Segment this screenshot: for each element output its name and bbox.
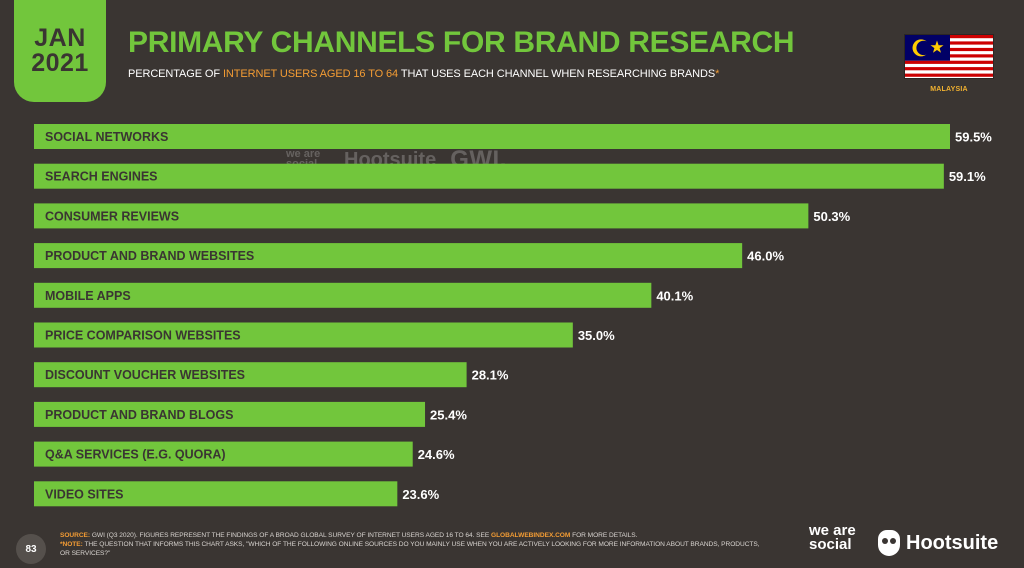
value-label-4: 40.1% [656, 288, 693, 303]
bar-5 [34, 322, 573, 348]
subtitle-pre: PERCENTAGE OF [128, 68, 223, 80]
source-line: SOURCE: GWI (Q3 2020). FIGURES REPRESENT… [60, 531, 760, 540]
value-label-1: 59.1% [949, 169, 986, 184]
we-are-social-logo-text: we are social [809, 522, 856, 553]
bar-0 [34, 124, 950, 149]
value-label-9: 23.6% [402, 487, 439, 502]
source-tag: SOURCE: [60, 532, 91, 539]
date-badge: JAN 2021 [14, 0, 106, 102]
hootsuite-logo-text: Hootsuite [906, 531, 999, 554]
country-label: MALAYSIA [930, 86, 968, 93]
category-label-7: PRODUCT AND BRAND BLOGS [45, 408, 233, 422]
source-link[interactable]: GLOBALWEBINDEX.COM [490, 532, 571, 539]
bar-3 [34, 243, 743, 269]
bar-1 [34, 163, 944, 189]
category-label-1: SEARCH ENGINES [45, 170, 158, 184]
note-text: THE QUESTION THAT INFORMS THIS CHART ASK… [60, 541, 760, 558]
source-tail: FOR MORE DETAILS. [570, 532, 638, 539]
owl-icon [878, 530, 900, 556]
page-title: PRIMARY CHANNELS FOR BRAND RESEARCH [128, 26, 795, 59]
hootsuite-logo: Hootsuite [878, 530, 998, 556]
date-year: 2021 [31, 49, 89, 77]
category-label-4: MOBILE APPS [45, 289, 131, 303]
category-label-9: VIDEO SITES [45, 487, 124, 501]
bar-4 [34, 282, 652, 308]
bar-2 [34, 203, 809, 229]
value-label-8: 24.6% [418, 447, 455, 462]
bar-7 [34, 401, 426, 427]
bar-6 [34, 362, 467, 388]
value-label-0: 59.5% [955, 130, 992, 145]
category-label-3: PRODUCT AND BRAND WEBSITES [45, 249, 254, 263]
value-label-5: 35.0% [578, 328, 615, 343]
footer-notes: SOURCE: GWI (Q3 2020). FIGURES REPRESENT… [60, 531, 760, 558]
page-number: 83 [16, 534, 46, 564]
category-label-5: PRICE COMPARISON WEBSITES [45, 329, 241, 343]
category-label-6: DISCOUNT VOUCHER WEBSITES [45, 368, 245, 382]
subtitle-post: THAT USES EACH CHANNEL WHEN RESEARCHING … [398, 68, 716, 80]
subtitle-mark: * [715, 68, 720, 80]
value-label-7: 25.4% [430, 407, 467, 422]
note-line: *NOTE: THE QUESTION THAT INFORMS THIS CH… [60, 540, 760, 558]
subtitle-highlight: INTERNET USERS AGED 16 TO 64 [222, 68, 399, 80]
category-label-0: SOCIAL NETWORKS [45, 130, 168, 144]
category-label-2: CONSUMER REVIEWS [45, 209, 179, 223]
we-are-social-logo: we are social [809, 522, 861, 553]
category-label-8: Q&A SERVICES (E.G. QUORA) [45, 448, 226, 462]
bar-9 [34, 481, 398, 507]
source-text: GWI (Q3 2020). FIGURES REPRESENT THE FIN… [90, 532, 491, 539]
malaysia-flag-icon [904, 34, 994, 79]
page-subtitle: PERCENTAGE OF INTERNET USERS AGED 16 TO … [128, 68, 719, 80]
value-label-2: 50.3% [813, 209, 850, 224]
value-label-3: 46.0% [747, 249, 784, 264]
note-tag: *NOTE: [60, 541, 83, 549]
bar-8 [34, 441, 413, 467]
date-month: JAN [34, 23, 86, 52]
value-label-6: 28.1% [472, 368, 509, 383]
